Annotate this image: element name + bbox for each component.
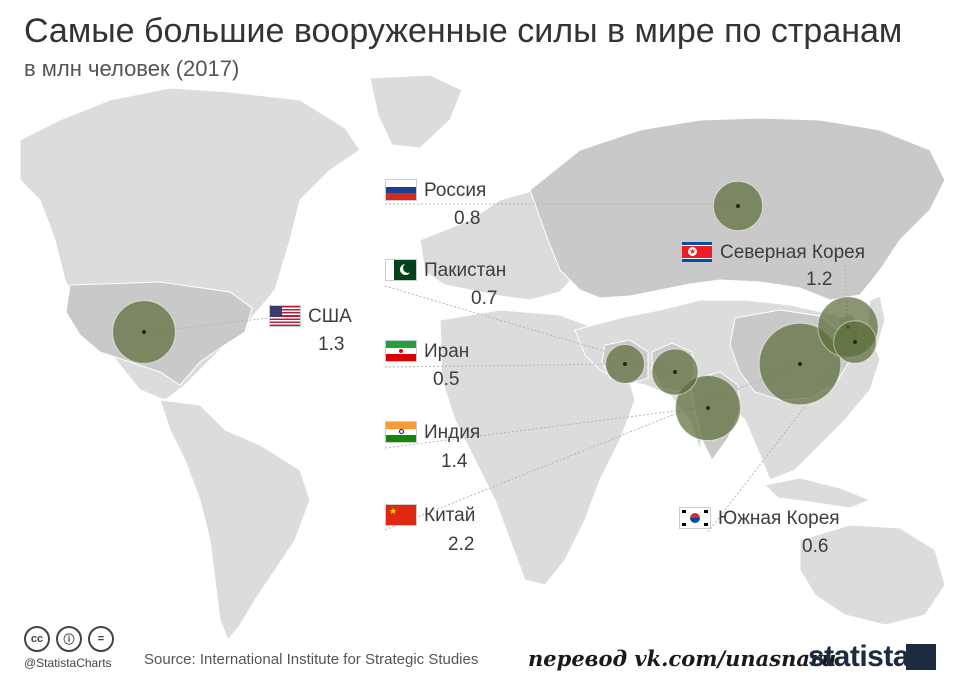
indonesia-landmass — [763, 477, 872, 509]
twitter-handle: @StatistaCharts — [24, 656, 112, 670]
north-korea-flag-icon: ★ — [682, 242, 712, 262]
iran-flag-icon — [386, 341, 416, 361]
source-note: Source: International Institute for Stra… — [144, 651, 479, 668]
bubble-center-usa — [142, 330, 146, 334]
bubble-center-pakistan — [673, 370, 677, 374]
north-korea-label: Северная Корея — [720, 242, 865, 263]
south-korea-label: Южная Корея — [718, 508, 840, 529]
leader-india — [384, 406, 707, 449]
bubbles — [112, 180, 879, 442]
statista-logo: statista — [808, 640, 910, 673]
page-title: Самые большие вооруженные силы в мире по… — [24, 12, 903, 50]
usa-flag-icon — [270, 306, 300, 326]
attribution-icon: ⓘ — [56, 626, 82, 652]
translation-credit: перевод vk.com/unasnaru — [528, 646, 837, 671]
china-label: Китай — [424, 505, 476, 526]
india-flag-icon — [386, 422, 416, 442]
south-america-landmass — [159, 399, 311, 641]
bubble-center-iran — [623, 362, 627, 366]
license-icons: cc ⓘ = — [24, 626, 114, 652]
india-value: 1.4 — [441, 451, 468, 472]
pakistan-label: Пакистан — [424, 260, 507, 281]
no-derivatives-icon: = — [88, 626, 114, 652]
bubble-center-russia — [736, 204, 740, 208]
leader-iran — [384, 363, 626, 368]
statista-logo-icon — [906, 644, 936, 670]
bubble-center-china — [798, 362, 802, 366]
usa-label: США — [308, 306, 352, 327]
iran-label: Иран — [424, 341, 470, 362]
iran-value: 0.5 — [433, 369, 460, 390]
south-korea-value: 0.6 — [802, 536, 829, 557]
china-flag-icon: ★ — [386, 505, 416, 525]
russia-flag-icon — [386, 180, 416, 200]
russia-label: Россия — [424, 180, 487, 201]
pakistan-value: 0.7 — [471, 288, 498, 309]
north-korea-value: 1.2 — [806, 269, 833, 290]
china-value: 2.2 — [448, 534, 475, 555]
page-subtitle: в млн человек (2017) — [24, 56, 240, 81]
pakistan-flag-icon — [386, 260, 416, 280]
russia-value: 0.8 — [454, 208, 481, 229]
south-korea-flag-icon — [680, 508, 710, 528]
bubble-center-india — [706, 406, 710, 410]
bubble-center-south-korea — [853, 340, 857, 344]
australia-landmass — [799, 524, 946, 626]
greenland-landmass — [369, 74, 463, 149]
india-label: Индия — [424, 422, 481, 443]
cc-icon: cc — [24, 626, 50, 652]
usa-value: 1.3 — [318, 334, 345, 355]
